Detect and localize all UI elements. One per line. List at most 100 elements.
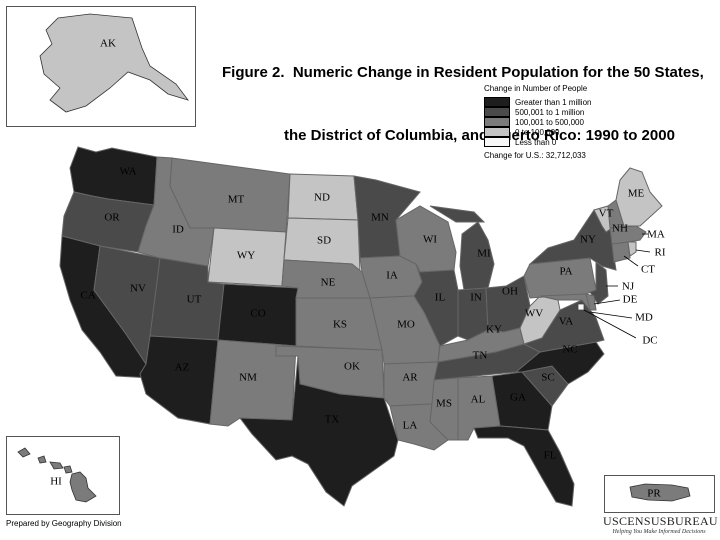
label-VT: VT [599,208,614,220]
census-bureau-logo: USCENSUSBUREAU Helping You Make Informed… [603,514,718,535]
label-OR: OR [104,212,120,224]
label-RI: RI [655,247,666,259]
legend-row-1: Greater than 1 million [484,97,624,107]
state-IL [413,263,459,347]
label-MS: MS [436,398,452,410]
label-WY: WY [237,250,255,262]
legend-label-4: 0 to 100,000 [515,127,560,137]
legend-swatch-2 [484,107,510,117]
label-CO: CO [250,308,265,320]
label-TX: TX [325,414,340,426]
figure-title: Figure 2. Numeric Change in Resident Pop… [222,20,717,167]
logo-name: USCENSUSBUREAU [603,514,718,528]
label-WA: WA [119,166,136,178]
label-NJ: NJ [622,281,635,293]
legend-swatch-1 [484,97,510,107]
state-NJ [589,260,609,305]
label-WI: WI [423,234,437,246]
legend-label-1: Greater than 1 million [515,97,592,107]
state-WV [519,295,561,345]
label-WV: WV [525,308,543,320]
title-line-1: Figure 2. Numeric Change in Resident Pop… [222,64,704,81]
state-GA [491,371,553,431]
state-MD [539,293,597,319]
label-DC: DC [642,335,657,347]
map-legend: Change in Number of People Greater than … [484,84,624,160]
legend-row-3: 100,001 to 500,000 [484,117,624,127]
label-AL: AL [471,394,486,406]
leader-ri [635,249,651,253]
state-DC [577,303,585,311]
label-SD: SD [317,235,331,247]
label-LA: LA [403,420,418,432]
label-MN: MN [371,212,389,224]
state-HI [17,447,97,503]
label-NY: NY [580,234,596,246]
state-TX [238,355,399,507]
legend-label-5: Less than 0 [515,137,557,147]
label-NH: NH [612,223,628,235]
label-NV: NV [130,283,146,295]
state-RI [627,241,637,257]
label-VA: VA [559,316,574,328]
legend-us-total: Change for U.S.: 32,712,033 [484,151,586,160]
label-AZ: AZ [175,362,190,374]
label-FL: FL [544,450,557,462]
state-AK [39,13,190,113]
label-DE: DE [623,294,638,306]
legend-row-4: 0 to 100,000 [484,127,624,137]
prepared-by-credit: Prepared by Geography Division [6,519,122,528]
label-AK: AK [100,38,116,50]
legend-swatch-5 [484,137,510,147]
label-MT: MT [228,194,245,206]
title-line-2: the District of Columbia, and Puerto Ric… [284,127,675,144]
label-NC: NC [562,344,577,356]
label-MD: MD [635,312,653,324]
label-PR: PR [647,488,661,500]
label-IN: IN [470,292,482,304]
legend-title: Change in Number of People [484,84,588,93]
label-MI: MI [477,248,491,260]
state-MI [429,205,495,291]
label-MA: MA [647,229,665,241]
legend-row-2: 500,001 to 1 million [484,107,624,117]
logo-tagline: Helping You Make Informed Decisions [612,529,706,535]
label-IA: IA [386,270,398,282]
state-PR [629,483,691,502]
legend-swatch-3 [484,117,510,127]
label-IL: IL [435,292,446,304]
label-ND: ND [314,192,330,204]
label-KY: KY [486,324,502,336]
legend-label-2: 500,001 to 1 million [515,107,585,117]
leader-de [593,299,621,305]
label-NE: NE [321,277,336,289]
label-ME: ME [628,188,645,200]
label-SC: SC [541,372,554,384]
state-AR [383,361,439,407]
label-GA: GA [510,392,526,404]
label-ID: ID [172,224,184,236]
label-OK: OK [344,361,360,373]
leader-md [589,311,633,319]
label-CA: CA [80,290,95,302]
label-UT: UT [187,294,202,306]
label-KS: KS [333,319,347,331]
label-CT: CT [641,264,655,276]
label-NM: NM [239,372,257,384]
state-AZ [139,335,219,425]
state-CT [611,241,631,263]
leader-dc [583,309,637,339]
state-FL [473,425,575,507]
state-ME [615,167,663,227]
label-AR: AR [402,372,418,384]
label-HI: HI [50,476,62,488]
label-PA: PA [559,266,572,278]
leader-ct [623,255,639,267]
legend-swatch-4 [484,127,510,137]
label-MO: MO [397,319,415,331]
legend-row-5: Less than 0 [484,137,624,147]
label-TN: TN [473,350,488,362]
label-OH: OH [502,286,518,298]
legend-label-3: 100,001 to 500,000 [515,117,584,127]
